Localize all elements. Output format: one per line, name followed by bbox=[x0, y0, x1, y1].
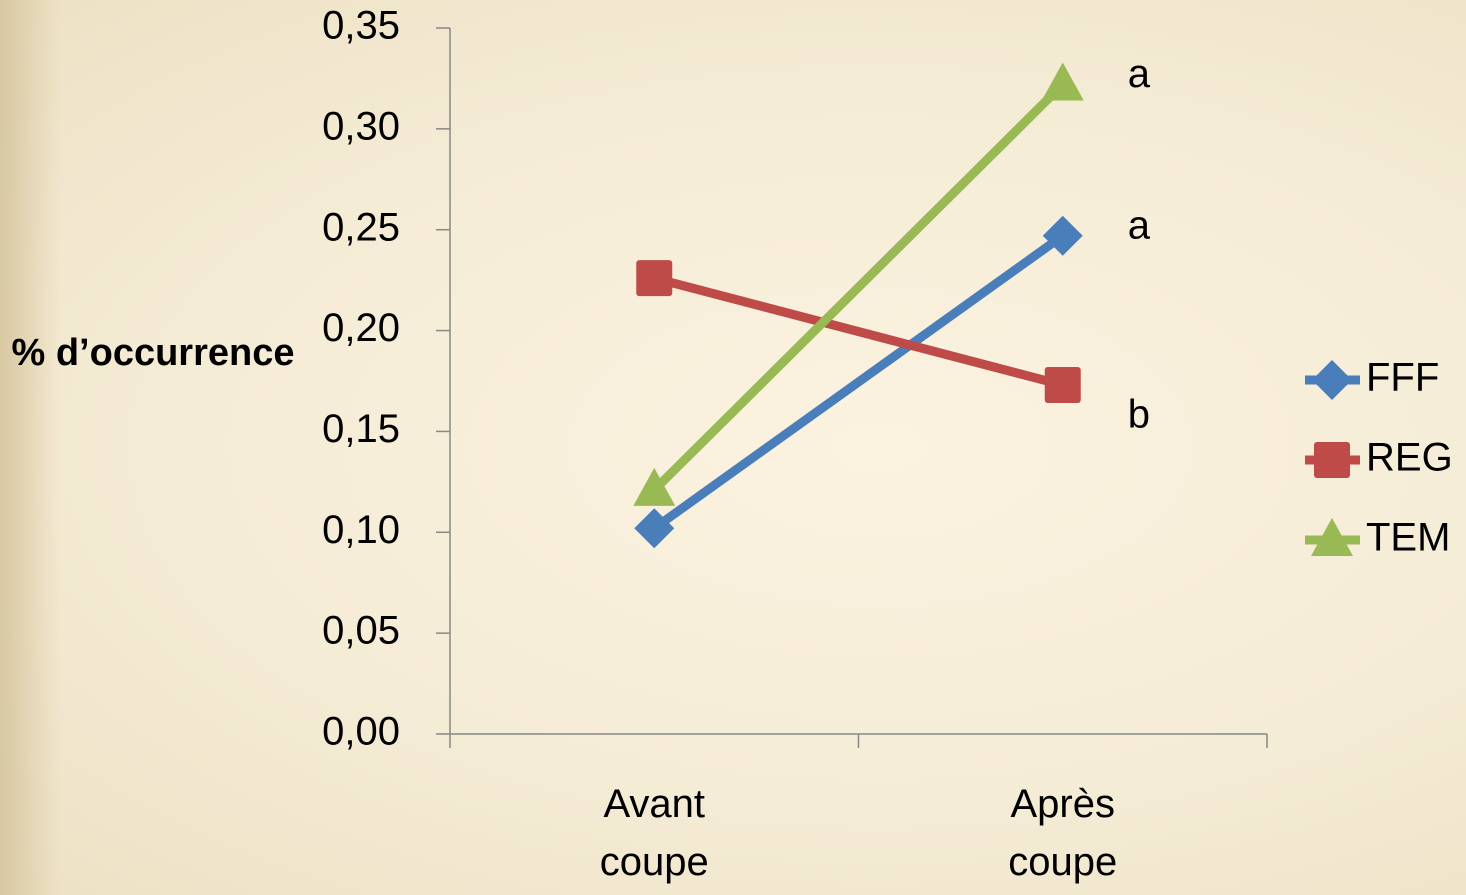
annotation: a bbox=[1128, 203, 1151, 247]
y-tick-label: 0,20 bbox=[322, 306, 400, 350]
y-tick-label: 0,30 bbox=[322, 104, 400, 148]
marker bbox=[1312, 360, 1352, 400]
page: % d’occurrence 0,000,050,100,150,200,250… bbox=[0, 0, 1466, 895]
series-line bbox=[654, 236, 1063, 528]
y-tick-label: 0,15 bbox=[322, 407, 400, 451]
y-tick-label: 0,10 bbox=[322, 508, 400, 552]
y-tick-label: 0,00 bbox=[322, 710, 400, 754]
series-line bbox=[654, 84, 1063, 489]
marker bbox=[1045, 367, 1081, 403]
chart: 0,00 0,05 0,10 0,15 0,20 0,25 0,30 0,35 a a b FFF RE… bbox=[0, 0, 1466, 895]
series-line bbox=[654, 278, 1063, 385]
annotation: a bbox=[1128, 52, 1151, 96]
marker bbox=[1042, 62, 1084, 100]
marker bbox=[1314, 442, 1350, 478]
legend-label: REG bbox=[1366, 436, 1453, 480]
legend-label: FFF bbox=[1366, 356, 1439, 400]
marker bbox=[636, 260, 672, 296]
annotation: b bbox=[1128, 393, 1150, 437]
y-tick-label: 0,05 bbox=[322, 609, 400, 653]
y-tick-label: 0,25 bbox=[322, 205, 400, 249]
y-tick-label: 0,35 bbox=[322, 4, 400, 48]
x-tick-label: Avant coupe bbox=[554, 775, 754, 891]
x-tick-label: Après coupe bbox=[963, 775, 1163, 891]
legend-label: TEM bbox=[1366, 516, 1450, 560]
